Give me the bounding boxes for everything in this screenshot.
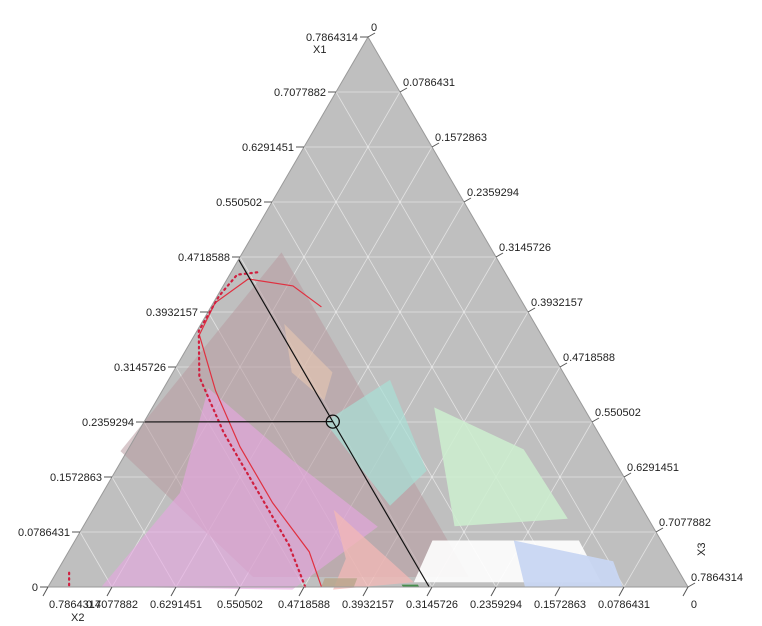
curve-red-dotted-contour [197,270,307,588]
x1-tick-label: 0.7864314 [306,32,358,44]
contour-curves [68,270,322,588]
x3-tick [367,32,376,38]
x2-tick [298,586,305,597]
x3-tick-label: 0.3145726 [499,242,551,254]
x2-tick [170,586,177,597]
x2-tick [426,586,433,597]
x3-tick [431,142,440,148]
x2-tick [682,586,689,597]
x3-tick [687,582,696,588]
x1-tick-label: 0.4718588 [178,252,230,264]
x3-tick [495,252,504,258]
x1-tick-label: 0.0786431 [18,527,70,539]
x3-tick-label: 0.6291451 [627,462,679,474]
grid-line-x2 [335,91,625,588]
x3-tick-label: 0 [371,22,377,34]
x1-tick-label: 0 [32,582,38,594]
x3-tick-label: 0.1572863 [435,132,487,144]
axis-ticks [40,32,696,597]
x3-tick [623,472,632,478]
x1-tick-label: 0.6291451 [242,142,294,154]
shaded-regions [101,252,623,590]
x1-tick-label: 0.7077882 [274,87,326,99]
x2-tick-label: 0 [691,599,697,611]
x1-tick-label: 0.1572863 [50,472,102,484]
region-light-green [434,407,568,527]
grid-line-x2 [79,531,113,588]
region-blue [513,540,623,587]
region-brown-base [321,578,358,587]
x2-tick-label: 0.7864314 [49,599,101,611]
x2-tick-label: 0.4718588 [278,599,330,611]
x3-tick-label: 0.7864314 [691,572,743,584]
x2-tick [42,586,49,597]
x3-tick-label: 0.4718588 [563,352,615,364]
x3-tick [463,197,472,203]
x3-tick [399,87,408,93]
x2-tick-label: 0.6291451 [150,599,202,611]
x3-tick [559,362,568,368]
crosshair-x2-line [332,421,430,588]
x2-tick-label: 0.550502 [217,599,263,611]
axis-tick-labels: 0 0.0786431 0.1572863 0.2359294 0.3145726 0.3… [18,22,743,611]
crosshair[interactable] [144,259,430,588]
crosshair-handle[interactable] [325,414,340,429]
x2-tick [490,586,497,597]
x2-tick [618,586,625,597]
region-dark-green-base [401,584,420,587]
x2-tick-label: 0.0786431 [598,599,650,611]
x3-tick [655,527,664,533]
x1-tick-label: 0.550502 [216,197,262,209]
x2-axis-title: X2 [71,612,84,624]
x3-tick [591,417,600,423]
x2-tick-label: 0.7077882 [86,599,138,611]
x3-tick-label: 0.2359294 [467,187,519,199]
crosshair-x3-line [238,259,334,422]
x3-tick-label: 0.0786431 [403,77,455,89]
x3-tick-label: 0.550502 [595,407,641,419]
x2-tick-label: 0.3932157 [342,599,394,611]
x3-axis-title: X3 [696,543,708,556]
x1-tick-label: 0.2359294 [82,417,134,429]
x1-axis-title: X1 [313,44,326,56]
region-salmon [333,509,414,590]
region-teal [324,379,427,506]
x2-tick [234,586,241,597]
x3-tick [527,307,536,313]
x2-tick-label: 0.1572863 [534,599,586,611]
x3-tick-label: 0.7077882 [659,517,711,529]
x2-tick-label: 0.3145726 [406,599,458,611]
x1-tick-label: 0.3932157 [146,307,198,319]
x1-tick-label: 0.3145726 [114,362,166,374]
x2-tick [554,586,561,597]
region-peach [284,323,333,401]
x2-tick [106,586,113,597]
x2-tick-label: 0.2359294 [470,599,522,611]
grid-line-x3 [623,531,657,588]
x3-tick-label: 0.3932157 [531,297,583,309]
region-pink [101,388,378,590]
curve-red-contour [198,278,322,587]
x2-tick [362,586,369,597]
